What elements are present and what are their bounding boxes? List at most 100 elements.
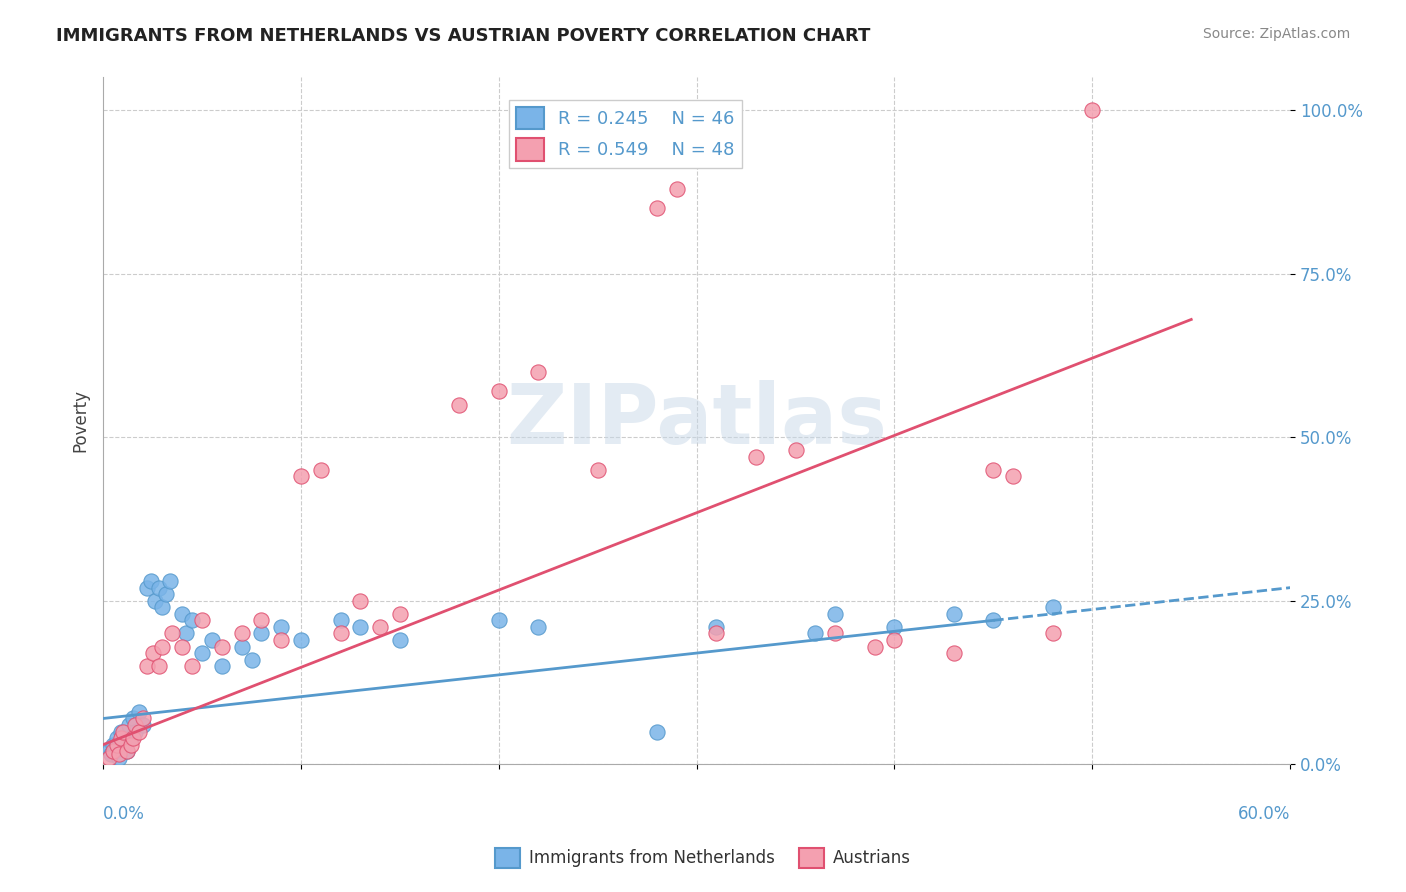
Point — [804, 626, 827, 640]
Point — [309, 463, 332, 477]
Point — [135, 581, 157, 595]
Point — [883, 632, 905, 647]
Point — [191, 613, 214, 627]
Point — [128, 705, 150, 719]
Point — [155, 587, 177, 601]
Point — [142, 646, 165, 660]
Point — [118, 718, 141, 732]
Y-axis label: Poverty: Poverty — [72, 389, 89, 452]
Text: IMMIGRANTS FROM NETHERLANDS VS AUSTRIAN POVERTY CORRELATION CHART: IMMIGRANTS FROM NETHERLANDS VS AUSTRIAN … — [56, 27, 870, 45]
Point — [172, 640, 194, 654]
Point — [124, 718, 146, 732]
Point — [527, 365, 550, 379]
Point — [159, 574, 181, 588]
Point — [685, 103, 707, 117]
Point — [120, 738, 142, 752]
Point — [98, 744, 121, 758]
Text: Source: ZipAtlas.com: Source: ZipAtlas.com — [1202, 27, 1350, 41]
Point — [211, 640, 233, 654]
Point — [883, 620, 905, 634]
Point — [349, 593, 371, 607]
Point — [1042, 600, 1064, 615]
Point — [706, 626, 728, 640]
Legend: Immigrants from Netherlands, Austrians: Immigrants from Netherlands, Austrians — [488, 841, 918, 875]
Point — [942, 646, 965, 660]
Point — [824, 607, 846, 621]
Point — [250, 626, 273, 640]
Point — [131, 718, 153, 732]
Point — [824, 626, 846, 640]
Point — [270, 620, 292, 634]
Point — [101, 738, 124, 752]
Point — [101, 744, 124, 758]
Point — [135, 659, 157, 673]
Point — [152, 640, 174, 654]
Point — [449, 397, 471, 411]
Point — [148, 581, 170, 595]
Point — [98, 750, 121, 764]
Point — [290, 469, 312, 483]
Point — [128, 724, 150, 739]
Point — [139, 574, 162, 588]
Point — [152, 600, 174, 615]
Point — [121, 731, 143, 745]
Point — [270, 632, 292, 647]
Point — [368, 620, 391, 634]
Point — [115, 744, 138, 758]
Point — [785, 443, 807, 458]
Point — [706, 620, 728, 634]
Point — [201, 632, 224, 647]
Point — [108, 747, 131, 762]
Point — [104, 744, 127, 758]
Point — [105, 731, 128, 745]
Point — [388, 607, 411, 621]
Legend: R = 0.245    N = 46, R = 0.549    N = 48: R = 0.245 N = 46, R = 0.549 N = 48 — [509, 100, 741, 168]
Point — [110, 724, 132, 739]
Point — [115, 744, 138, 758]
Text: 0.0%: 0.0% — [103, 805, 145, 823]
Point — [645, 724, 668, 739]
Point — [942, 607, 965, 621]
Point — [121, 711, 143, 725]
Point — [124, 724, 146, 739]
Point — [1002, 469, 1025, 483]
Point — [488, 613, 510, 627]
Point — [290, 632, 312, 647]
Point — [143, 593, 166, 607]
Point — [162, 626, 184, 640]
Point — [983, 463, 1005, 477]
Point — [131, 711, 153, 725]
Point — [745, 450, 768, 464]
Point — [863, 640, 886, 654]
Point — [100, 747, 122, 762]
Point — [645, 201, 668, 215]
Point — [665, 181, 688, 195]
Point — [488, 384, 510, 399]
Point — [191, 646, 214, 660]
Point — [250, 613, 273, 627]
Point — [527, 620, 550, 634]
Point — [1042, 626, 1064, 640]
Point — [172, 607, 194, 621]
Point — [111, 738, 134, 752]
Point — [983, 613, 1005, 627]
Text: 60.0%: 60.0% — [1237, 805, 1291, 823]
Point — [349, 620, 371, 634]
Point — [231, 626, 253, 640]
Point — [329, 613, 352, 627]
Point — [110, 731, 132, 745]
Point — [174, 626, 197, 640]
Point — [120, 731, 142, 745]
Point — [181, 659, 204, 673]
Point — [111, 724, 134, 739]
Point — [240, 652, 263, 666]
Point — [1081, 103, 1104, 117]
Point — [586, 463, 609, 477]
Point — [231, 640, 253, 654]
Point — [105, 738, 128, 752]
Point — [108, 750, 131, 764]
Text: ZIPatlas: ZIPatlas — [506, 380, 887, 461]
Point — [388, 632, 411, 647]
Point — [211, 659, 233, 673]
Point — [181, 613, 204, 627]
